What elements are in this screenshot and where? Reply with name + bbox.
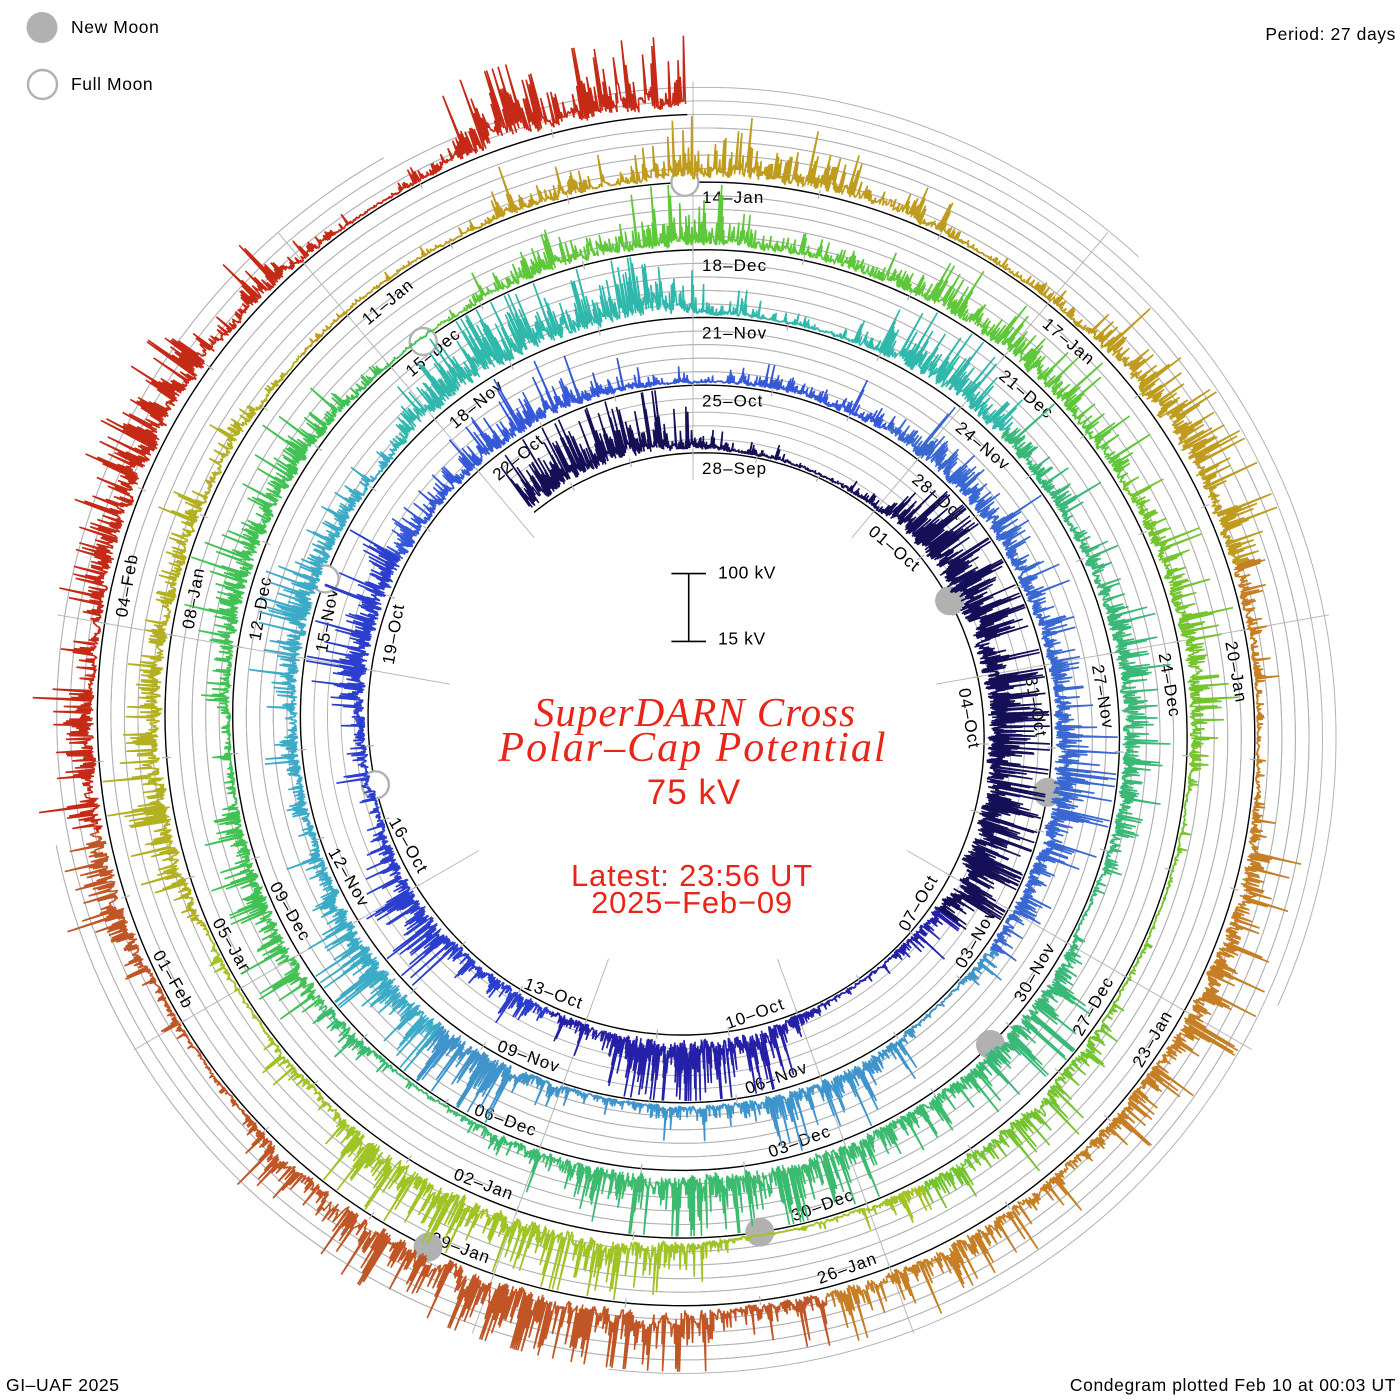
svg-text:21–Nov: 21–Nov xyxy=(702,324,767,343)
svg-text:14–Jan: 14–Jan xyxy=(702,188,764,207)
svg-text:75 kV: 75 kV xyxy=(647,773,742,812)
svg-text:27–Nov: 27–Nov xyxy=(1088,663,1118,731)
svg-text:2025−Feb−09: 2025−Feb−09 xyxy=(591,885,793,920)
svg-text:Full Moon: Full Moon xyxy=(71,74,153,94)
svg-text:18–Dec: 18–Dec xyxy=(702,256,767,275)
svg-text:Polar–Cap Potential: Polar–Cap Potential xyxy=(497,725,887,771)
svg-text:SuperDARN Cross: SuperDARN Cross xyxy=(534,689,856,735)
svg-text:25–Oct: 25–Oct xyxy=(702,391,763,410)
svg-text:Period: 27 days: Period: 27 days xyxy=(1265,24,1396,44)
svg-text:28–Sep: 28–Sep xyxy=(702,459,767,478)
svg-text:01–Feb: 01–Feb xyxy=(149,947,198,1012)
svg-text:04–Oct: 04–Oct xyxy=(955,687,984,751)
svg-text:GI–UAF 2025: GI–UAF 2025 xyxy=(6,1375,120,1395)
svg-text:19–Oct: 19–Oct xyxy=(379,602,408,666)
svg-text:15 kV: 15 kV xyxy=(718,629,766,649)
svg-text:08–Jan: 08–Jan xyxy=(179,566,209,631)
svg-text:100 kV: 100 kV xyxy=(718,563,776,583)
svg-text:New Moon: New Moon xyxy=(71,17,159,37)
svg-text:Latest: 23:56 UT: Latest: 23:56 UT xyxy=(571,858,813,893)
svg-text:Condegram plotted Feb 10 at 00: Condegram plotted Feb 10 at 00:03 UT xyxy=(1070,1375,1396,1395)
svg-text:04–Feb: 04–Feb xyxy=(112,552,142,619)
